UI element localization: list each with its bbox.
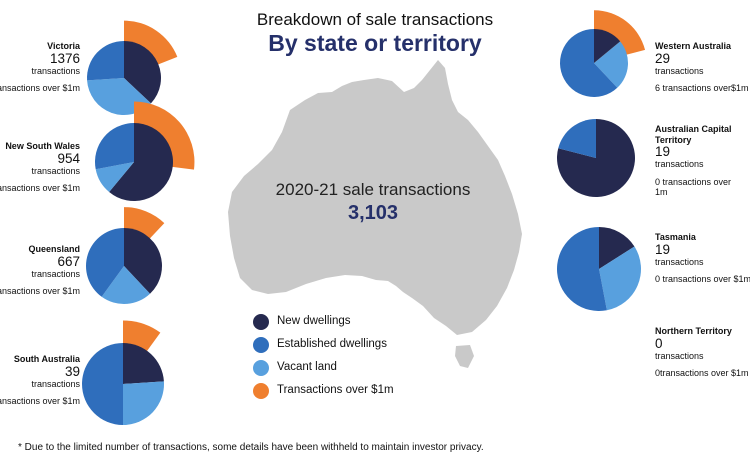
state-label-western-australia: Western Australia 29 transactions 6 tran… xyxy=(655,41,749,93)
state-label-south-australia: South Australia 39 transactions <5 trans… xyxy=(0,354,80,406)
pie-slice-new-dwellings-new-south-wales xyxy=(109,123,174,201)
state-label-act: Australian Capital Territory 19 transact… xyxy=(655,124,732,197)
total-value: 3,103 xyxy=(347,202,399,224)
pie-slice-established-dwellings-new-south-wales xyxy=(95,123,134,170)
legend-label: Established dwellings xyxy=(277,338,387,350)
legend-swatch xyxy=(253,337,269,353)
pie-slice-established-dwellings-victoria xyxy=(87,41,124,81)
chart-subtitle: By state or territory xyxy=(268,30,482,56)
pie-slice-new-dwellings-australian-capital-territory xyxy=(557,119,636,198)
pie-slice-established-dwellings-western-australia xyxy=(560,29,618,98)
pie-slice-established-dwellings-australian-capital-territory xyxy=(558,119,596,158)
state-label-northern-territory: Northern Territory 0 transactions 0trans… xyxy=(655,326,749,378)
state-label-tasmania: Tasmania 19 transactions 0 transactions … xyxy=(655,232,750,284)
pie-slice-vacant-land-new-south-wales xyxy=(95,162,134,193)
legend-swatch xyxy=(253,360,269,376)
legend-swatch xyxy=(253,383,269,399)
mainland-shape xyxy=(228,60,522,335)
legend-swatch xyxy=(253,314,269,330)
pie-slice-vacant-land-south-australia xyxy=(123,381,164,425)
chart-title: Breakdown of sale transactions xyxy=(256,10,494,29)
legend-label: New dwellings xyxy=(277,315,351,327)
pie-slice-new-dwellings-south-australia xyxy=(123,343,164,384)
pie-slice-new-dwellings-western-australia xyxy=(594,29,621,63)
pie-slice-established-dwellings-south-australia xyxy=(82,343,123,425)
state-label-new-south-wales: New South Wales 954 transactions 262 tra… xyxy=(0,141,80,193)
legend-label: Transactions over $1m xyxy=(277,384,394,396)
state-label-queensland: Queensland 667 transactions 80 transacti… xyxy=(0,244,80,296)
legend-label: Vacant land xyxy=(277,361,337,373)
total-label: 2020-21 sale transactions xyxy=(275,180,471,199)
pie-slice-new-dwellings-queensland xyxy=(124,228,162,294)
pie-slice-established-dwellings-tasmania xyxy=(557,227,607,311)
pie-slice-new-dwellings-victoria xyxy=(124,41,161,104)
pie-slice-new-dwellings-tasmania xyxy=(599,227,635,269)
tasmania-shape xyxy=(455,345,474,368)
state-label-victoria: Victoria 1376 transactions 263 transacti… xyxy=(0,41,80,93)
pie-slice-vacant-land-queensland xyxy=(101,266,151,304)
pie-slice-vacant-land-tasmania xyxy=(599,246,641,311)
footnote: * Due to the limited number of transacti… xyxy=(18,442,484,453)
pie-slice-vacant-land-western-australia xyxy=(594,41,629,88)
pie-slice-established-dwellings-queensland xyxy=(85,228,124,297)
